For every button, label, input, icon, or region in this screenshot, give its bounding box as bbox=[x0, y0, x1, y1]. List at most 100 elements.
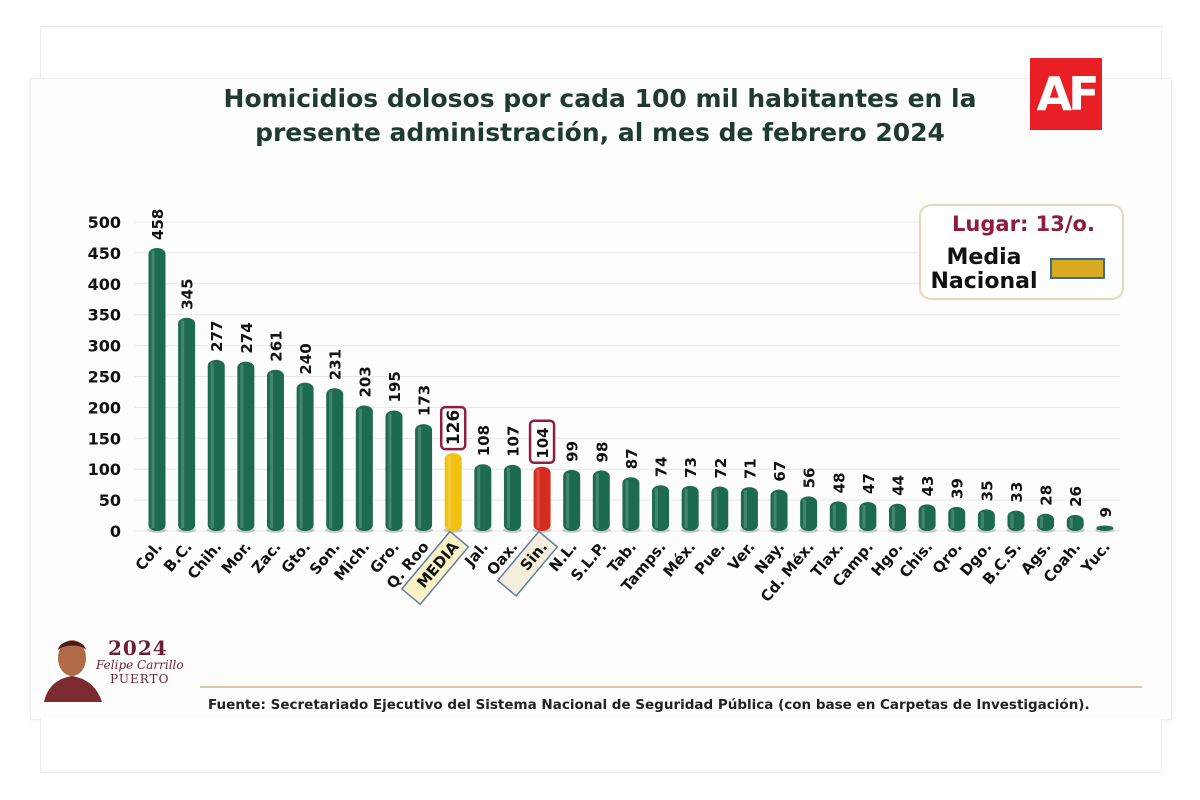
value-label: 74 bbox=[653, 456, 671, 477]
bar-highlight bbox=[1040, 516, 1044, 528]
value-label: 277 bbox=[208, 321, 226, 352]
bar bbox=[889, 503, 906, 531]
bar bbox=[178, 317, 196, 531]
value-label: 67 bbox=[771, 461, 789, 482]
bar bbox=[355, 405, 373, 531]
y-tick-label: 300 bbox=[88, 337, 121, 356]
chart-title: Homicidios dolosos por cada 100 mil habi… bbox=[223, 84, 977, 147]
bar bbox=[622, 477, 640, 531]
bar bbox=[592, 470, 610, 531]
bar bbox=[770, 489, 788, 531]
value-label: 458 bbox=[149, 209, 167, 240]
value-label: 240 bbox=[297, 343, 315, 374]
value-label: 43 bbox=[919, 476, 937, 497]
bar bbox=[859, 501, 877, 531]
bar-highlight bbox=[773, 492, 777, 528]
bar-highlight bbox=[388, 413, 392, 528]
category-callout-box bbox=[400, 530, 470, 606]
bar-highlight bbox=[299, 385, 303, 528]
x-tick-label: Mor. bbox=[218, 538, 255, 577]
value-label: 9 bbox=[1097, 507, 1115, 517]
value-label: 345 bbox=[179, 278, 197, 309]
y-tick-label: 250 bbox=[88, 368, 121, 387]
x-tick-label: Chih. bbox=[184, 538, 226, 583]
value-label: 107 bbox=[504, 426, 522, 457]
bar bbox=[503, 464, 521, 531]
bar bbox=[1007, 510, 1025, 531]
value-label: 98 bbox=[593, 442, 611, 463]
value-label: 28 bbox=[1038, 485, 1056, 506]
value-labels: 458 345 277 274 261 240 231 203 195 173 126 108 107 1… bbox=[149, 209, 1115, 518]
value-label: 72 bbox=[712, 458, 730, 479]
bar-highlight bbox=[566, 472, 570, 528]
bar bbox=[563, 469, 581, 531]
bar-highlight bbox=[536, 469, 540, 528]
x-tick-label: Méx. bbox=[659, 538, 699, 581]
bar bbox=[652, 485, 670, 531]
y-tick-label: 350 bbox=[88, 306, 121, 325]
value-label: 274 bbox=[238, 322, 256, 353]
value-label: 71 bbox=[741, 458, 759, 479]
source-note: Fuente: Secretariado Ejecutivo del Siste… bbox=[208, 697, 1090, 713]
bar-highlight bbox=[655, 488, 659, 528]
y-tick-label: 100 bbox=[88, 460, 121, 479]
y-tick-label: 0 bbox=[110, 522, 121, 541]
value-label: 231 bbox=[327, 349, 345, 380]
bar-highlight bbox=[980, 512, 984, 528]
bar-highlight bbox=[951, 509, 955, 528]
bar bbox=[474, 464, 492, 531]
bar bbox=[977, 509, 995, 531]
bar-highlight bbox=[418, 427, 422, 528]
value-label: 47 bbox=[860, 473, 878, 494]
bar bbox=[829, 501, 847, 531]
bar-highlight bbox=[210, 362, 214, 528]
bar bbox=[711, 486, 729, 531]
bar bbox=[533, 466, 551, 531]
af-logo-a: A bbox=[1036, 67, 1072, 121]
bar bbox=[918, 504, 936, 531]
bar bbox=[266, 369, 284, 531]
bar-highlight bbox=[743, 490, 747, 528]
bar-highlight bbox=[892, 506, 895, 528]
bar-highlight bbox=[832, 504, 836, 528]
bar bbox=[385, 410, 403, 531]
bar bbox=[681, 485, 699, 531]
bar-highlight bbox=[803, 499, 807, 528]
x-tick-label: Pue. bbox=[691, 538, 729, 578]
bar-highlight bbox=[477, 467, 481, 528]
bar-highlight bbox=[447, 456, 451, 528]
bar bbox=[296, 382, 314, 531]
value-label: 173 bbox=[416, 385, 434, 416]
af-logo-f: F bbox=[1068, 67, 1100, 121]
value-label: 99 bbox=[564, 441, 582, 462]
value-callout-box bbox=[528, 419, 556, 464]
x-tick-label: Chis. bbox=[896, 538, 936, 581]
legend-media-line1: Media bbox=[946, 245, 1022, 270]
value-label: 48 bbox=[830, 472, 848, 493]
bar-highlight bbox=[921, 507, 925, 528]
bar bbox=[1096, 525, 1114, 531]
legend-media-line2: Nacional bbox=[930, 269, 1038, 294]
bar bbox=[148, 247, 166, 531]
value-label: 261 bbox=[267, 330, 285, 361]
x-tick-labels: Col.B.C.Chih.Mor.Zac.Gto.Son.Mich.Gro.Q.… bbox=[132, 530, 1114, 606]
bar bbox=[326, 388, 344, 531]
frame-top bbox=[40, 26, 1162, 79]
category-callout-box bbox=[496, 530, 559, 597]
bar bbox=[415, 424, 433, 531]
y-axis: 0 50 100 150 200 250 300 350 400 450 500 bbox=[88, 213, 121, 541]
y-tick-label: 450 bbox=[88, 244, 121, 263]
bar bbox=[444, 453, 462, 531]
bar-highlight bbox=[269, 372, 273, 528]
bar-highlight bbox=[506, 467, 510, 528]
y-tick-label: 50 bbox=[99, 491, 121, 510]
bar-highlight bbox=[358, 408, 362, 528]
bar bbox=[1037, 513, 1055, 531]
af-logo: AF bbox=[1030, 58, 1102, 130]
value-label: 87 bbox=[623, 448, 641, 469]
x-tick-label: Yuc. bbox=[1077, 538, 1114, 577]
bar-highlight bbox=[684, 488, 688, 528]
legend-lugar: Lugar: 13/o. bbox=[952, 212, 1095, 236]
bar-highlight bbox=[151, 250, 155, 528]
